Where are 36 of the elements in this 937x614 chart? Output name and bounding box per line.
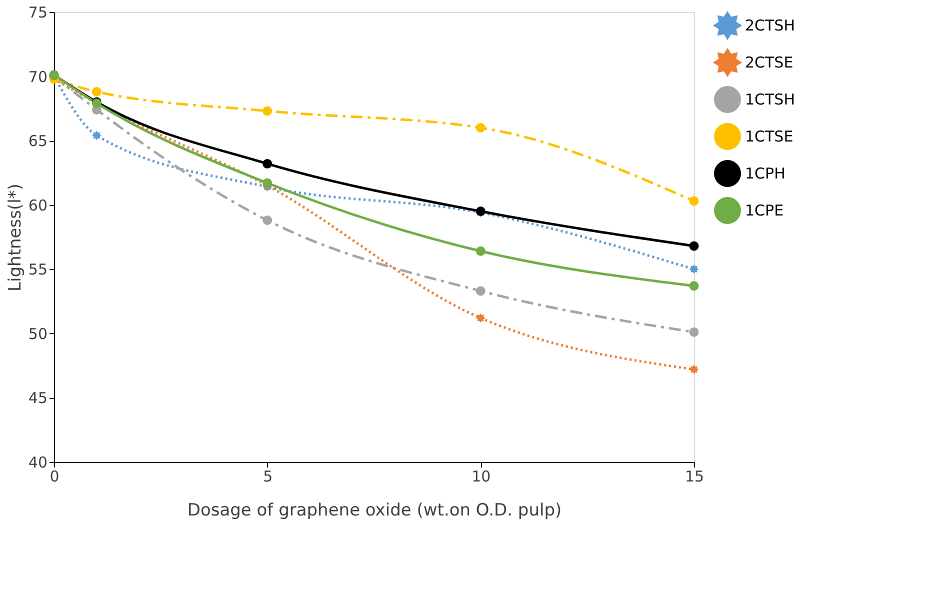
- point: [689, 196, 699, 206]
- x-tick-label: 10: [472, 468, 491, 486]
- legend-label: 1CPE: [745, 202, 784, 220]
- point: [689, 241, 699, 251]
- y-tick-label: 50: [28, 324, 48, 343]
- point: [689, 264, 699, 274]
- legend-label: 1CTSH: [745, 90, 795, 108]
- point: [262, 158, 272, 168]
- legend-label: 2CTSE: [745, 54, 794, 72]
- y-tick-label: 40: [28, 454, 48, 472]
- point: [476, 313, 486, 323]
- y-tick-label: 65: [28, 132, 48, 150]
- point: [476, 122, 486, 132]
- y-tick-label: 55: [28, 260, 48, 279]
- point: [262, 216, 272, 226]
- x-tick-label: 5: [263, 468, 273, 486]
- legend-label: 1CPH: [745, 164, 786, 182]
- point: [92, 130, 102, 140]
- point: [689, 327, 699, 337]
- point: [689, 281, 699, 291]
- legend-label: 2CTSH: [745, 16, 795, 34]
- y-tick-label: 60: [28, 196, 48, 214]
- y-tick-label: 75: [28, 4, 48, 22]
- legend-label: 1CTSE: [745, 128, 794, 146]
- x-axis-title: Dosage of graphene oxide (wt.on O.D. pulp): [187, 500, 562, 520]
- point: [262, 106, 272, 116]
- y-tick-label: 70: [28, 68, 48, 86]
- point: [689, 364, 699, 374]
- point: [92, 86, 102, 96]
- x-tick-label: 0: [50, 468, 60, 486]
- y-axis-title: Lightness(l*): [5, 184, 26, 292]
- x-tick-label: 15: [684, 468, 704, 486]
- point: [476, 286, 486, 296]
- y-tick-label: 45: [28, 389, 48, 408]
- point: [262, 178, 272, 188]
- point: [476, 246, 486, 256]
